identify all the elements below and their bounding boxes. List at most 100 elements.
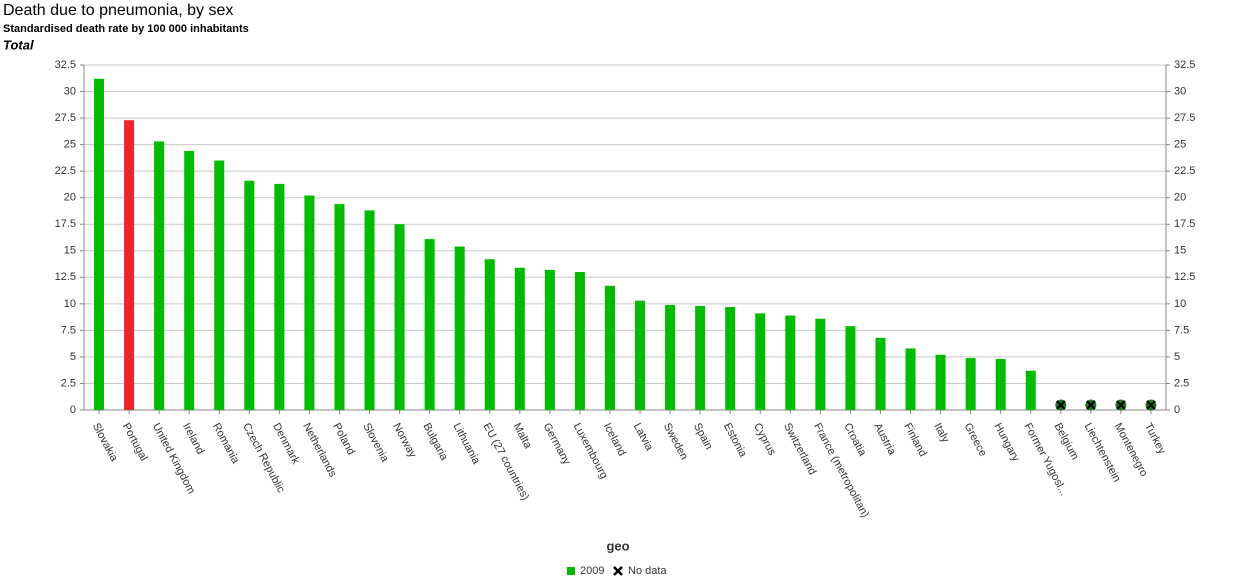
x-tick-label: Germany — [541, 421, 573, 467]
x-tick-label: Turkey — [1142, 421, 1168, 456]
legend-no-data-icon — [613, 566, 623, 576]
bar — [905, 348, 916, 410]
bar — [785, 315, 796, 410]
x-tick-label: Poland — [330, 421, 357, 457]
y2-tick-label: 0 — [1174, 404, 1180, 416]
bar — [935, 354, 946, 410]
y2-tick-label: 7.5 — [1174, 324, 1189, 336]
y-tick-label: 32.5 — [55, 59, 76, 71]
x-tick-label: Austria — [871, 421, 898, 458]
y-tick-label: 12.5 — [55, 271, 76, 283]
no-data-cross — [1056, 400, 1066, 410]
bar — [1025, 370, 1036, 410]
bar — [995, 359, 1006, 410]
bar — [725, 307, 736, 410]
x-tick-label: Ireland — [180, 421, 206, 456]
bar — [635, 300, 646, 410]
no-data-marker — [1145, 399, 1157, 411]
bar — [274, 183, 285, 410]
bar — [154, 141, 165, 410]
legend-label: 2009 — [580, 565, 604, 577]
x-tick-label: Bulgaria — [420, 421, 450, 463]
legend-swatch — [567, 567, 575, 575]
sex-label: Total — [3, 37, 34, 52]
bar — [695, 305, 706, 410]
y-tick-label: 0 — [70, 404, 76, 416]
bar — [244, 180, 255, 410]
y2-tick-label: 25 — [1174, 139, 1186, 151]
bar — [544, 269, 555, 410]
x-tick-label: Croatia — [841, 421, 869, 459]
chart-title: Death due to pneumonia, by sex — [3, 2, 233, 19]
chart-subtitle: Standardised death rate by 100 000 inhab… — [3, 23, 249, 35]
y-tick-label: 27.5 — [55, 112, 76, 124]
x-tick-label: Portugal — [120, 421, 150, 463]
no-data-marker — [1055, 399, 1067, 411]
y-tick-label: 30 — [64, 85, 76, 97]
x-tick-label: Lithuania — [450, 421, 482, 467]
y-tick-label: 15 — [64, 245, 76, 257]
x-tick-label: Spain — [691, 421, 715, 451]
y2-tick-label: 17.5 — [1174, 218, 1195, 230]
bar — [484, 259, 495, 410]
bar — [394, 224, 405, 410]
bar — [574, 272, 585, 410]
y2-tick-label: 10 — [1174, 298, 1186, 310]
no-data-cross — [1116, 400, 1126, 410]
x-tick-label: Denmark — [270, 421, 302, 466]
bar — [304, 195, 315, 410]
bar — [454, 246, 465, 410]
bar — [184, 150, 195, 410]
bar — [94, 78, 105, 411]
y2-tick-label: 32.5 — [1174, 59, 1195, 71]
y-tick-label: 5 — [70, 351, 76, 363]
y-tick-label: 20 — [64, 192, 76, 204]
x-tick-label: Latvia — [631, 421, 656, 453]
y2-tick-label: 30 — [1174, 85, 1186, 97]
x-tick-label: Finland — [901, 421, 929, 458]
bar — [815, 318, 826, 410]
y-tick-label: 2.5 — [61, 377, 76, 389]
legend-label: No data — [628, 565, 667, 577]
bar — [875, 337, 886, 410]
y2-tick-label: 12.5 — [1174, 271, 1195, 283]
y2-tick-label: 27.5 — [1174, 112, 1195, 124]
x-tick-label: Malta — [511, 421, 535, 451]
x-tick-label: Cyprus — [751, 421, 778, 458]
y2-tick-label: 5 — [1174, 351, 1180, 363]
x-tick-label: Belgium — [1052, 421, 1081, 462]
bar — [424, 239, 435, 410]
x-tick-label: Slovenia — [360, 421, 391, 465]
x-tick-label: Iceland — [601, 421, 628, 458]
y2-tick-label: 2.5 — [1174, 377, 1189, 389]
x-tick-label: Romania — [210, 421, 242, 466]
no-data-marker — [1085, 399, 1097, 411]
bar — [334, 204, 345, 410]
x-tick-label: Norway — [390, 421, 418, 460]
no-data-cross — [1146, 400, 1156, 410]
x-tick-label: Slovakia — [90, 421, 121, 464]
y2-tick-label: 22.5 — [1174, 165, 1195, 177]
y-tick-label: 17.5 — [55, 218, 76, 230]
y-tick-label: 10 — [64, 298, 76, 310]
x-tick-label: Estonia — [721, 421, 749, 460]
bar — [755, 313, 766, 410]
bar — [665, 304, 676, 410]
bar — [214, 160, 225, 410]
no-data-marker — [1115, 399, 1127, 411]
x-tick-label: Italy — [931, 421, 951, 445]
y-tick-label: 25 — [64, 139, 76, 151]
x-tick-label: Hungary — [991, 421, 1021, 464]
bar — [604, 285, 615, 410]
bar — [364, 210, 375, 410]
x-tick-label: Greece — [961, 421, 989, 458]
x-tick-label: France (metropolitan) — [811, 421, 871, 519]
x-axis-label: geo — [606, 538, 629, 553]
x-tick-label: Sweden — [661, 421, 690, 462]
no-data-cross — [1086, 400, 1096, 410]
y-tick-label: 22.5 — [55, 165, 76, 177]
bar — [845, 326, 856, 410]
y2-tick-label: 15 — [1174, 245, 1186, 257]
y-tick-label: 7.5 — [61, 324, 76, 336]
